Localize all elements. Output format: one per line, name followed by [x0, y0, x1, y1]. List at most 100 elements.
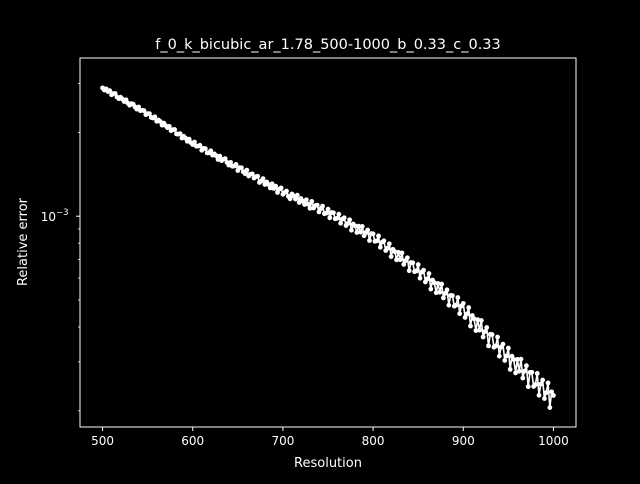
data-point — [477, 327, 482, 333]
data-point — [302, 202, 307, 207]
data-point — [314, 202, 320, 208]
data-point — [406, 268, 412, 274]
data-point — [376, 233, 381, 239]
data-point — [370, 231, 376, 237]
data-point — [417, 275, 423, 281]
data-point — [545, 380, 551, 386]
data-point — [473, 328, 479, 334]
data-point — [278, 185, 284, 191]
data-point — [228, 159, 234, 165]
x-tick-label: 1000 — [538, 434, 569, 448]
data-point — [385, 245, 390, 251]
data-point — [166, 123, 172, 129]
data-point — [426, 271, 432, 276]
data-point — [464, 311, 470, 317]
y-tick-label: 10 — [41, 210, 56, 224]
data-point — [520, 375, 526, 381]
data-point — [255, 173, 261, 179]
data-point — [401, 262, 407, 267]
data-point — [388, 254, 394, 260]
data-point — [392, 249, 398, 254]
chart-title: f_0_k_bicubic_ar_1.78_500-1000_b_0.33_c_… — [155, 37, 501, 53]
data-point — [502, 358, 508, 363]
data-point — [334, 215, 340, 221]
data-point — [309, 199, 315, 204]
data-point — [307, 205, 313, 211]
data-point — [522, 368, 527, 374]
data-point — [542, 396, 547, 401]
plot-area — [100, 85, 556, 410]
data-point — [493, 343, 499, 349]
data-point — [341, 215, 347, 221]
data-point — [507, 366, 513, 372]
data-point — [489, 332, 495, 337]
x-axis-ticks: 500 600 700 800 900 1000 — [91, 427, 569, 448]
data-point — [540, 377, 546, 383]
data-point — [323, 210, 329, 216]
data-point — [450, 293, 455, 299]
data-point — [177, 131, 183, 137]
data-point — [525, 384, 531, 390]
data-point — [296, 200, 302, 205]
data-point — [239, 165, 244, 171]
data-point — [424, 276, 430, 282]
data-point — [462, 315, 468, 320]
data-point — [377, 244, 383, 250]
data-point — [208, 148, 214, 154]
data-point — [441, 295, 446, 301]
data-point — [202, 146, 208, 152]
data-point — [435, 281, 441, 286]
data-point — [287, 196, 293, 202]
data-point — [152, 114, 158, 120]
data-point — [455, 295, 461, 300]
data-point — [107, 88, 113, 94]
data-point — [381, 238, 387, 244]
data-point — [415, 262, 421, 267]
data-point — [192, 139, 197, 145]
data-point — [147, 111, 152, 117]
y-axis-ticks: 10 −3 — [41, 82, 80, 412]
data-point — [446, 302, 452, 308]
data-point — [249, 171, 255, 177]
data-point — [320, 203, 325, 209]
data-point — [511, 357, 517, 362]
data-point — [136, 104, 142, 110]
data-point — [468, 323, 473, 329]
data-point — [386, 241, 392, 247]
data-point — [352, 223, 358, 229]
x-tick-label: 900 — [452, 434, 475, 448]
data-point — [496, 353, 502, 359]
data-point — [284, 188, 289, 194]
data-point — [516, 368, 522, 374]
data-point — [374, 238, 380, 244]
data-point — [433, 290, 439, 296]
data-point — [172, 127, 178, 132]
data-point — [397, 257, 403, 263]
data-point — [536, 392, 542, 398]
data-point — [421, 267, 426, 273]
data-point — [267, 185, 273, 191]
data-point — [303, 197, 309, 203]
data-point — [551, 393, 556, 398]
x-tick-label: 500 — [91, 434, 114, 448]
data-point — [336, 211, 342, 217]
data-point — [269, 181, 275, 187]
data-point — [157, 119, 163, 124]
data-point — [518, 356, 524, 362]
axes-frame — [79, 57, 577, 428]
data-point — [471, 316, 477, 322]
data-point — [486, 343, 491, 349]
data-point — [428, 286, 434, 292]
data-point — [356, 223, 362, 229]
data-point — [432, 280, 437, 286]
data-point — [478, 318, 484, 323]
data-point — [549, 389, 555, 395]
data-point — [404, 255, 410, 261]
data-point — [331, 210, 336, 216]
data-point — [197, 142, 203, 148]
data-point — [327, 215, 333, 221]
data-point — [524, 363, 529, 369]
